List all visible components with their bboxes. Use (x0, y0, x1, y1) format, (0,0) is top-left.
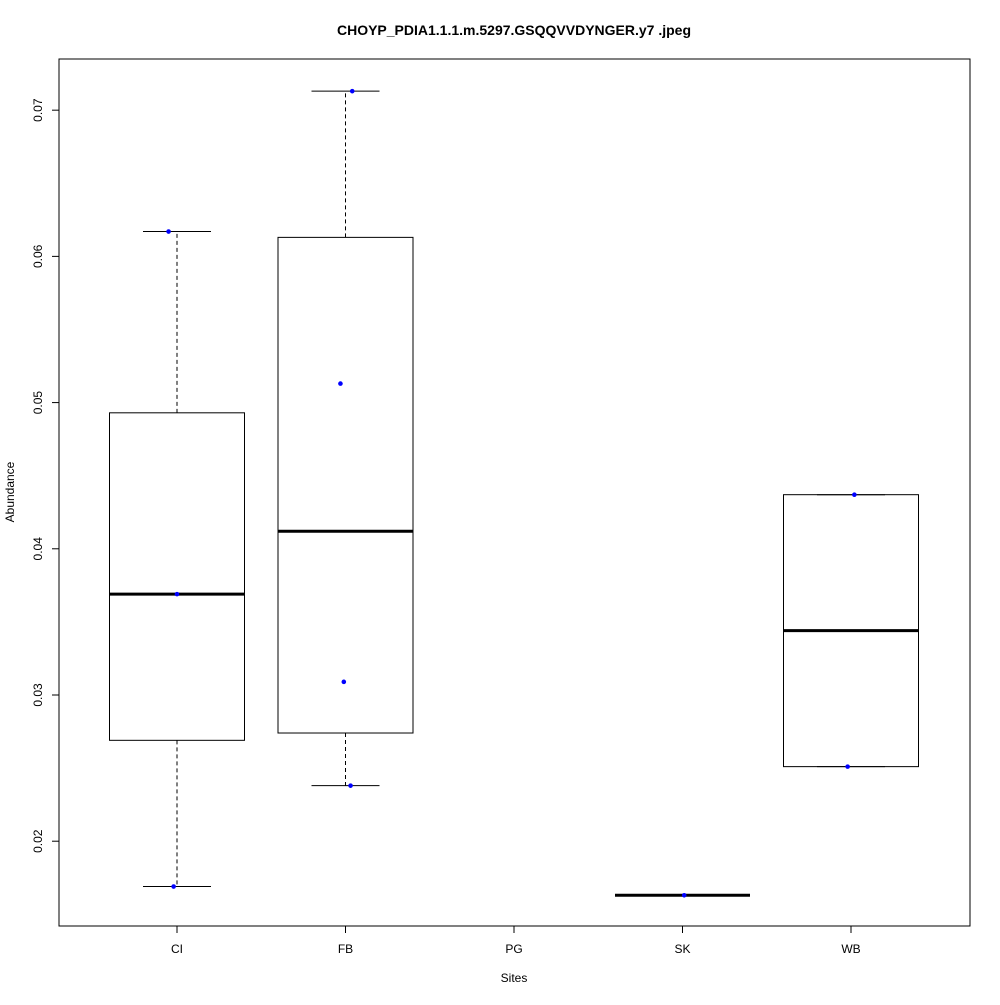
data-point (338, 381, 343, 386)
chart-title: CHOYP_PDIA1.1.1.m.5297.GSQQVVDYNGER.y7 .… (337, 22, 691, 38)
y-tick-label: 0.03 (31, 683, 45, 707)
box-body (109, 412, 245, 741)
x-tick-label: WB (841, 942, 860, 956)
box-wb (783, 494, 919, 768)
x-tick-label: CI (171, 942, 183, 956)
data-point (341, 679, 347, 685)
x-axis-label: Sites (501, 971, 528, 985)
y-axis-label: Abundance (3, 461, 17, 522)
data-point (171, 884, 176, 889)
x-tick-label: PG (505, 942, 522, 956)
y-tick-label: 0.06 (31, 244, 45, 268)
data-point (174, 591, 180, 597)
y-tick-label: 0.02 (31, 829, 45, 853)
box-fb (277, 90, 414, 787)
x-axis: CI FB PG SK WB (171, 925, 861, 956)
x-tick-label: SK (674, 942, 690, 956)
data-point (852, 492, 857, 497)
plot-frame (58, 58, 971, 927)
y-tick-label: 0.05 (31, 391, 45, 415)
box-body (277, 236, 414, 734)
box-ci (109, 231, 245, 888)
data-point (166, 229, 171, 234)
y-tick-label: 0.04 (31, 537, 45, 561)
points-layer (166, 88, 857, 898)
data-point (348, 783, 353, 788)
y-tick-label: 0.07 (31, 98, 45, 122)
data-point (845, 764, 850, 769)
x-tick-label: FB (338, 942, 353, 956)
y-axis: 0.02 0.03 0.04 0.05 0.06 0.07 (31, 98, 60, 853)
data-point (349, 88, 355, 94)
data-point (681, 892, 687, 898)
boxes-layer (109, 90, 919, 897)
